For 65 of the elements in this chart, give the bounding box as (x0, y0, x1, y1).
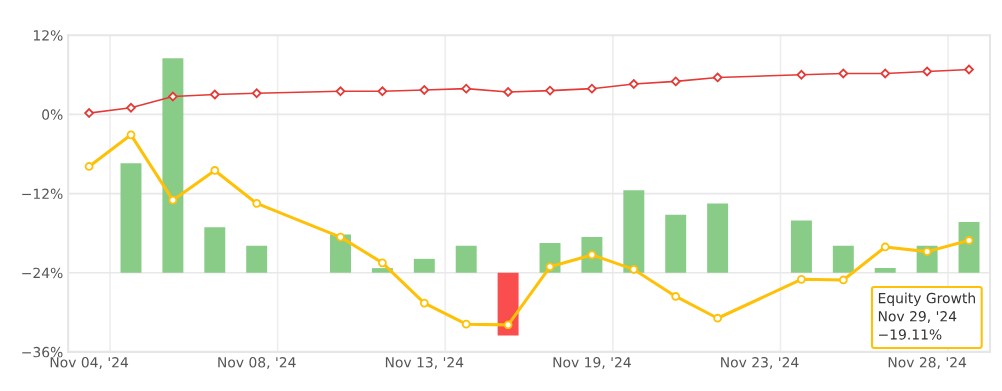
point (252, 199, 262, 208)
point (419, 85, 430, 95)
y-tick-label: −12% (22, 188, 63, 200)
point (335, 86, 346, 97)
x-tick-label: Nov 28, '24 (888, 357, 967, 369)
y-tick-label: 0% (42, 109, 63, 120)
bar (413, 258, 435, 273)
point (796, 69, 807, 80)
x-tick-label: Nov 23, '24 (721, 357, 799, 369)
x-tick-label: Nov 08, '24 (218, 357, 296, 369)
point (251, 88, 262, 99)
bar (246, 245, 268, 273)
y-tick-label: −24% (22, 267, 63, 279)
bar (958, 221, 980, 273)
point (713, 313, 722, 323)
point (838, 275, 848, 285)
point (378, 258, 387, 268)
point (503, 320, 513, 330)
point (670, 76, 681, 87)
point (712, 72, 723, 83)
point (545, 262, 555, 272)
point (503, 87, 513, 97)
point (209, 89, 220, 100)
bar (162, 58, 184, 273)
bar (204, 227, 226, 273)
point (629, 265, 639, 274)
point (210, 166, 220, 175)
point (922, 66, 932, 77)
x-tick-label: Nov 19, '24 (553, 357, 631, 369)
bar (120, 163, 142, 273)
bar (874, 268, 896, 273)
point (880, 242, 890, 252)
point (461, 83, 472, 94)
point (922, 247, 932, 256)
point (126, 130, 136, 140)
y-tick-label: 12% (33, 30, 63, 41)
bar (455, 245, 477, 273)
bar (832, 245, 854, 273)
point (168, 91, 178, 102)
point (628, 79, 639, 89)
point (838, 68, 849, 79)
x-tick-label: Nov 04, '24 (50, 357, 129, 369)
point (126, 102, 136, 113)
bar (707, 203, 729, 273)
point (168, 195, 178, 205)
point (461, 319, 471, 329)
point (671, 292, 681, 301)
bar (790, 220, 812, 273)
point (797, 274, 806, 284)
point (377, 86, 388, 97)
point (84, 108, 94, 118)
point (964, 236, 974, 245)
x-tick-label: Nov 13, '24 (385, 357, 464, 369)
point (964, 64, 974, 75)
point (587, 83, 597, 94)
point (336, 232, 345, 242)
bar (665, 214, 687, 273)
y-tick-label: −36% (22, 346, 63, 358)
annotation: Equity Growth Nov 29, '24 −19.11% (878, 292, 975, 340)
point (84, 162, 94, 171)
point (880, 68, 891, 79)
bar (497, 272, 519, 336)
bar (623, 190, 645, 273)
point (545, 85, 555, 96)
point (419, 298, 429, 308)
